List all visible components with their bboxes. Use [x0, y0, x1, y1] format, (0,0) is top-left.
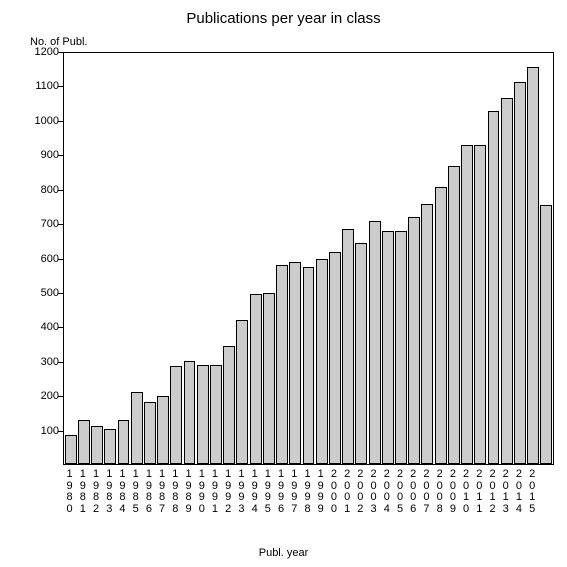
- y-tick-label: 200: [6, 390, 59, 402]
- bar: [316, 259, 328, 465]
- y-tick-label: 1000: [6, 115, 59, 127]
- bar: [210, 365, 222, 464]
- bar: [250, 294, 262, 464]
- bar: [435, 187, 447, 464]
- plot-area: [63, 52, 554, 465]
- bar: [355, 243, 367, 464]
- x-tick-label: 2009: [449, 469, 457, 515]
- bar: [223, 346, 235, 464]
- bar: [236, 320, 248, 464]
- bar: [197, 365, 209, 464]
- chart-container: Publications per year in class No. of Pu…: [0, 0, 567, 567]
- x-tick-label: 2011: [475, 469, 483, 515]
- bar: [488, 111, 500, 464]
- x-tick-label: 1998: [304, 469, 312, 515]
- bar: [170, 366, 182, 464]
- x-tick-label: 2015: [528, 469, 536, 515]
- y-tick-label: 700: [6, 218, 59, 230]
- bar: [421, 204, 433, 464]
- bar: [540, 205, 552, 464]
- bar: [263, 293, 275, 464]
- x-axis-labels: 1980 1981 1982 1983 1984 1985 1986 1987 1988 1989…: [63, 469, 554, 529]
- x-tick-label: 2014: [515, 469, 523, 515]
- x-tick-label: 1989: [185, 469, 193, 515]
- x-axis-title: Publ. year: [0, 547, 567, 559]
- x-tick-label: 2002: [356, 469, 364, 515]
- bar: [157, 396, 169, 465]
- bar: [448, 166, 460, 464]
- x-tick-label: 1980: [66, 469, 74, 515]
- x-tick-label: 1985: [132, 469, 140, 515]
- x-tick-label: 2012: [489, 469, 497, 515]
- x-tick-label: 2006: [409, 469, 417, 515]
- x-tick-label: 1991: [211, 469, 219, 515]
- bar: [329, 252, 341, 464]
- bar: [369, 221, 381, 464]
- x-tick-label: 2003: [370, 469, 378, 515]
- bar: [514, 82, 526, 464]
- x-tick-label: 1986: [145, 469, 153, 515]
- bar: [289, 262, 301, 464]
- y-tick-label: 1200: [6, 46, 59, 58]
- x-tick-label: 1981: [79, 469, 87, 515]
- bar: [78, 420, 90, 464]
- bar: [303, 267, 315, 464]
- bar: [408, 217, 420, 464]
- bar: [501, 98, 513, 464]
- x-tick-label: 1999: [317, 469, 325, 515]
- bar: [382, 231, 394, 464]
- x-tick-label: 1993: [237, 469, 245, 515]
- x-tick-label: 1984: [118, 469, 126, 515]
- x-tick-label: 2004: [383, 469, 391, 515]
- x-tick-label: 2007: [422, 469, 430, 515]
- bar: [131, 392, 143, 464]
- x-tick-label: 1992: [224, 469, 232, 515]
- y-tick-label: 1100: [6, 80, 59, 92]
- y-tick-label: 100: [6, 425, 59, 437]
- x-tick-label: 1988: [171, 469, 179, 515]
- chart-title: Publications per year in class: [0, 10, 567, 27]
- x-tick-label: 2005: [396, 469, 404, 515]
- x-tick-label: 1982: [92, 469, 100, 515]
- x-tick-label: 1996: [277, 469, 285, 515]
- bar: [118, 420, 130, 464]
- x-tick-label: 1994: [251, 469, 259, 515]
- bar: [65, 435, 77, 464]
- y-tick-label: 600: [6, 253, 59, 265]
- x-tick-label: 2001: [343, 469, 351, 515]
- x-tick-label: 1995: [264, 469, 272, 515]
- x-tick-label: 2000: [330, 469, 338, 515]
- x-tick-label: 1983: [105, 469, 113, 515]
- bar: [395, 231, 407, 464]
- bar: [91, 426, 103, 464]
- y-tick-label: 500: [6, 287, 59, 299]
- bar: [342, 229, 354, 464]
- x-tick-label: 1987: [158, 469, 166, 515]
- bar: [527, 67, 539, 464]
- x-tick-label: 2013: [502, 469, 510, 515]
- y-tick-label: 800: [6, 184, 59, 196]
- y-tick-label: 900: [6, 149, 59, 161]
- y-axis-labels: 100200300400500600700800900100011001200: [0, 52, 59, 465]
- x-tick-label: 1990: [198, 469, 206, 515]
- x-tick-label: 2010: [462, 469, 470, 515]
- bar: [104, 429, 116, 464]
- x-tick-label: 2008: [436, 469, 444, 515]
- bar: [184, 361, 196, 464]
- bar: [144, 402, 156, 464]
- y-tick-label: 300: [6, 356, 59, 368]
- bar: [461, 145, 473, 464]
- bar: [276, 265, 288, 464]
- x-tick-label: 1997: [290, 469, 298, 515]
- y-tick-label: 400: [6, 321, 59, 333]
- bar: [474, 145, 486, 464]
